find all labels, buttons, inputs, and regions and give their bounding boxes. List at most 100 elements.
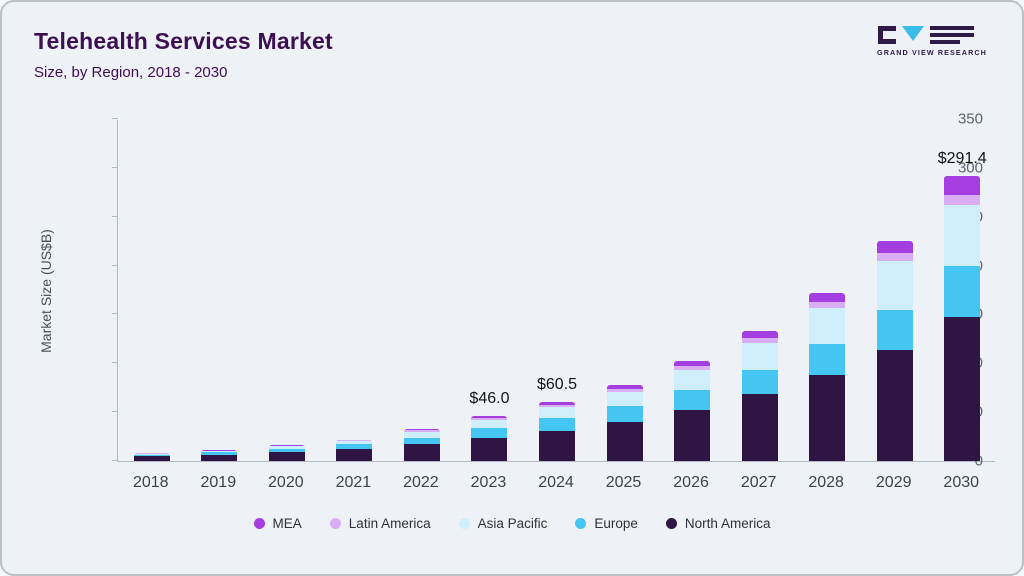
bar-segment-europe bbox=[606, 406, 643, 422]
bar-segment-asia-pacific bbox=[944, 205, 981, 266]
bar-segment-europe bbox=[268, 448, 305, 453]
bar-segment-north-america bbox=[336, 449, 373, 461]
legend-item-north-america: North America bbox=[665, 516, 770, 531]
logo-mark-icon: GRAND VIEW RESEARCH bbox=[877, 26, 986, 57]
bar-2029 bbox=[876, 241, 913, 461]
x-tick-label: 2023 bbox=[470, 474, 507, 491]
bar-2022 bbox=[403, 428, 440, 461]
bar-segment-asia-pacific bbox=[876, 260, 913, 310]
bar-segment-asia-pacific bbox=[606, 391, 643, 407]
bar-2023 bbox=[471, 416, 508, 461]
x-tick-label: 2018 bbox=[132, 474, 169, 491]
x-axis-labels: 2018 2019 2020 2021 2022 2023 2024 2025 2026 2027… bbox=[117, 462, 995, 492]
bar-segment-latin-america bbox=[539, 404, 575, 408]
bar-segment-latin-america bbox=[471, 418, 508, 420]
x-tick-label: 2021 bbox=[335, 474, 372, 491]
bar-segment-europe bbox=[336, 444, 373, 450]
bar-segment-latin-america bbox=[876, 252, 913, 261]
bar-segment-europe bbox=[674, 389, 711, 411]
legend-label: Latin America bbox=[348, 516, 431, 531]
x-tick-label: 2019 bbox=[200, 474, 237, 491]
y-tick-label: 350 bbox=[957, 110, 983, 128]
legend-dot-icon bbox=[575, 518, 587, 529]
bar-segment-mea bbox=[471, 416, 508, 419]
bar-segment-latin-america bbox=[403, 430, 440, 432]
bar-segment-north-america bbox=[606, 421, 643, 461]
legend-item-latin-america: Latin America bbox=[329, 516, 431, 531]
bar-segment-north-america bbox=[809, 375, 846, 461]
bar-segment-asia-pacific bbox=[201, 450, 238, 453]
bar-segment-europe bbox=[133, 454, 170, 457]
x-tick-label: 2020 bbox=[268, 474, 304, 491]
bar-segment-europe bbox=[539, 418, 575, 431]
bar-2026 bbox=[674, 361, 711, 461]
x-tick-label: 2029 bbox=[875, 474, 912, 491]
bar-segment-mea bbox=[944, 176, 981, 195]
plot-area: 050100150200250300350$46.0$60.5$291.4 bbox=[112, 111, 995, 470]
bar-segment-north-america bbox=[403, 444, 440, 461]
legend-label: Asia Pacific bbox=[477, 516, 548, 531]
bar-segment-asia-pacific bbox=[268, 446, 305, 449]
bar-2024 bbox=[539, 401, 575, 461]
bar-segment-north-america bbox=[944, 317, 981, 461]
bar-segment-latin-america bbox=[944, 194, 981, 206]
bar-2030 bbox=[944, 176, 981, 461]
bar-segment-north-america bbox=[674, 410, 711, 461]
bar-segment-mea bbox=[539, 401, 575, 405]
bar-segment-europe bbox=[403, 437, 440, 445]
x-tick-label: 2026 bbox=[673, 474, 709, 491]
y-tick-mark bbox=[112, 362, 118, 364]
x-tick-label: 2024 bbox=[538, 474, 574, 491]
chart-subtitle: Size, by Region, 2018 - 2030 bbox=[34, 64, 228, 81]
bar-segment-north-america bbox=[876, 349, 913, 461]
y-tick-mark bbox=[112, 118, 118, 119]
legend-dot-icon bbox=[253, 518, 265, 529]
legend-dot-icon bbox=[665, 518, 677, 529]
y-tick-label: 0 bbox=[974, 452, 983, 470]
legend-label: MEA bbox=[272, 516, 302, 531]
bar-2027 bbox=[741, 331, 778, 461]
bar-segment-asia-pacific bbox=[336, 440, 373, 445]
bar-segment-asia-pacific bbox=[133, 453, 170, 455]
legend-dot-icon bbox=[329, 518, 341, 529]
bar-segment-latin-america bbox=[674, 366, 711, 371]
bar-segment-mea bbox=[403, 428, 440, 431]
bar-segment-north-america bbox=[539, 430, 575, 461]
x-tick-label: 2025 bbox=[605, 474, 642, 491]
legend: MEA Latin America Asia Pacific Europe North … bbox=[2, 516, 1022, 531]
legend-dot-icon bbox=[458, 518, 470, 529]
value-annotation-2030: $291.4 bbox=[937, 150, 987, 168]
value-annotation-2024: $60.5 bbox=[536, 375, 577, 393]
x-tick-label: 2030 bbox=[943, 474, 980, 491]
bar-segment-north-america bbox=[201, 454, 238, 461]
bar-segment-north-america bbox=[268, 452, 305, 461]
bar-segment-europe bbox=[944, 265, 981, 318]
bar-segment-europe bbox=[471, 427, 508, 438]
bar-2019 bbox=[201, 450, 238, 461]
page-title: Telehealth Services Market bbox=[34, 28, 333, 54]
bar-segment-asia-pacific bbox=[539, 407, 575, 419]
legend-item-europe: Europe bbox=[575, 516, 638, 531]
bar-segment-latin-america bbox=[741, 337, 778, 343]
bar-segment-europe bbox=[876, 309, 913, 350]
bar-segment-latin-america bbox=[809, 301, 846, 308]
bar-2021 bbox=[336, 439, 373, 461]
value-annotation-2023: $46.0 bbox=[469, 390, 510, 408]
bar-segment-north-america bbox=[741, 393, 778, 461]
legend-item-mea: MEA bbox=[253, 516, 302, 531]
x-tick-label: 2022 bbox=[403, 474, 439, 491]
y-axis-title: Market Size (US$B) bbox=[38, 229, 54, 353]
y-tick-mark bbox=[112, 215, 118, 217]
bar-segment-europe bbox=[201, 452, 238, 455]
bar-segment-mea bbox=[809, 292, 846, 302]
bar-segment-europe bbox=[741, 370, 778, 394]
bar-segment-mea bbox=[606, 384, 643, 389]
bar-segment-mea bbox=[674, 361, 711, 367]
x-tick-label: 2027 bbox=[740, 474, 777, 491]
bar-segment-latin-america bbox=[606, 388, 643, 392]
bar-segment-asia-pacific bbox=[741, 342, 778, 371]
y-tick-mark bbox=[112, 460, 118, 461]
bar-2028 bbox=[809, 292, 846, 461]
bar-segment-mea bbox=[741, 331, 778, 338]
